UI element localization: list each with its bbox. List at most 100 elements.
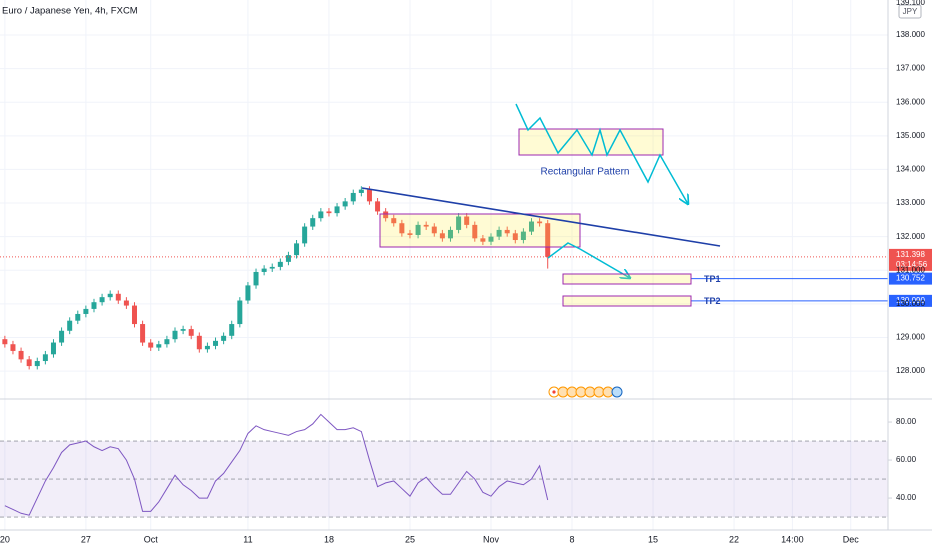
target-badge bbox=[889, 272, 932, 285]
x-tick-label: Oct bbox=[144, 534, 159, 544]
candle-body bbox=[2, 339, 8, 345]
candle-body bbox=[334, 206, 340, 214]
candle-body bbox=[488, 236, 494, 242]
y-tick-label: 128.000 bbox=[896, 366, 925, 375]
y-tick-label: 129.000 bbox=[896, 333, 925, 342]
x-tick-label: 11 bbox=[243, 534, 252, 544]
y-tick-label: 134.000 bbox=[896, 165, 925, 174]
y-tick-label: 133.000 bbox=[896, 198, 925, 207]
candle-body bbox=[67, 320, 73, 331]
candle-body bbox=[140, 324, 146, 343]
candle-body bbox=[415, 224, 421, 235]
candle-body bbox=[407, 233, 413, 235]
candle-body bbox=[172, 330, 178, 340]
candle-body bbox=[131, 305, 137, 325]
candle-body bbox=[99, 297, 105, 303]
candle-body bbox=[188, 329, 194, 336]
x-tick-label: 15 bbox=[648, 534, 658, 544]
tp2-box bbox=[562, 295, 692, 307]
target-label: 130.090 bbox=[896, 296, 925, 305]
candle-body bbox=[504, 229, 510, 234]
last-price-label: 131.398 bbox=[896, 250, 925, 259]
target-name: TP2 bbox=[704, 296, 721, 306]
last-price-badge bbox=[889, 248, 932, 271]
candle-body bbox=[107, 293, 113, 298]
rsi-tick-label: 80.00 bbox=[896, 417, 917, 426]
candle-body bbox=[42, 354, 48, 362]
candle-body bbox=[342, 201, 348, 207]
candle-body bbox=[512, 233, 518, 241]
candle-body bbox=[229, 324, 235, 336]
candle-body bbox=[350, 192, 356, 202]
candle-body bbox=[520, 231, 526, 241]
x-tick-label: Nov bbox=[483, 534, 500, 544]
candle-body bbox=[472, 224, 478, 239]
candle-body bbox=[302, 226, 308, 244]
candle-body bbox=[156, 344, 162, 348]
y-tick-label: 135.000 bbox=[896, 131, 925, 140]
rsi-panel bbox=[0, 413, 892, 518]
countdown: 03:14:56 bbox=[896, 260, 928, 269]
candle-body bbox=[269, 266, 275, 269]
grid bbox=[0, 0, 888, 530]
rsi-tick-label: 60.00 bbox=[896, 455, 917, 464]
target-arrow bbox=[547, 242, 630, 278]
y-tick-label: 130.000 bbox=[896, 299, 925, 308]
candle-body bbox=[358, 189, 364, 193]
candle-body bbox=[148, 342, 154, 348]
candle-body bbox=[391, 218, 397, 224]
candle-body bbox=[261, 268, 267, 272]
event-icons bbox=[548, 386, 623, 398]
candle-body bbox=[91, 302, 97, 309]
candle-body bbox=[34, 361, 40, 367]
candle-body bbox=[375, 201, 381, 212]
candle-body bbox=[447, 229, 453, 239]
candle-body bbox=[204, 345, 210, 350]
candle-body bbox=[164, 339, 170, 345]
candle-body bbox=[26, 359, 32, 367]
tp1-box bbox=[562, 273, 692, 285]
currency-badge bbox=[898, 4, 922, 19]
candle-body bbox=[545, 223, 551, 257]
consolidation-box bbox=[379, 213, 581, 248]
target-badge bbox=[889, 294, 932, 307]
candle-body bbox=[50, 342, 56, 355]
candle-body bbox=[318, 211, 324, 219]
annotation: Rectangular Pattern bbox=[541, 167, 630, 178]
candle-body bbox=[423, 224, 429, 227]
candle-body bbox=[59, 330, 65, 343]
candle-body bbox=[439, 233, 445, 239]
candle-body bbox=[213, 340, 219, 346]
y-tick-label: 132.000 bbox=[896, 232, 925, 241]
candle-body bbox=[83, 308, 89, 314]
currency: JPY bbox=[903, 7, 918, 16]
y-tick-label: 136.000 bbox=[896, 97, 925, 106]
pattern-box bbox=[518, 128, 664, 156]
x-tick-label: 25 bbox=[405, 534, 415, 544]
x-tick-label: 27 bbox=[81, 534, 91, 544]
y-tick-label: 137.000 bbox=[896, 64, 925, 73]
x-tick-label: Dec bbox=[843, 534, 860, 544]
candle-body bbox=[245, 285, 251, 301]
candle-body bbox=[529, 221, 535, 232]
target-label: 130.752 bbox=[896, 274, 925, 283]
candle-body bbox=[285, 255, 291, 262]
candle-body bbox=[310, 218, 316, 227]
rsi-tick-label: 40.00 bbox=[896, 493, 917, 502]
candle-body bbox=[480, 238, 486, 242]
candle-body bbox=[196, 335, 202, 350]
x-tick-label: 14:00 bbox=[781, 534, 804, 544]
candle-body bbox=[399, 223, 405, 234]
candle-body bbox=[253, 271, 259, 286]
drawings: Rectangular Pattern bbox=[361, 103, 721, 398]
candle-body bbox=[326, 211, 332, 214]
trend-line bbox=[361, 187, 721, 247]
candle-body bbox=[496, 229, 502, 237]
candle-body bbox=[277, 261, 283, 267]
rsi-line bbox=[4, 413, 549, 516]
x-tick-label: 22 bbox=[729, 534, 739, 544]
price-panel bbox=[0, 186, 888, 370]
